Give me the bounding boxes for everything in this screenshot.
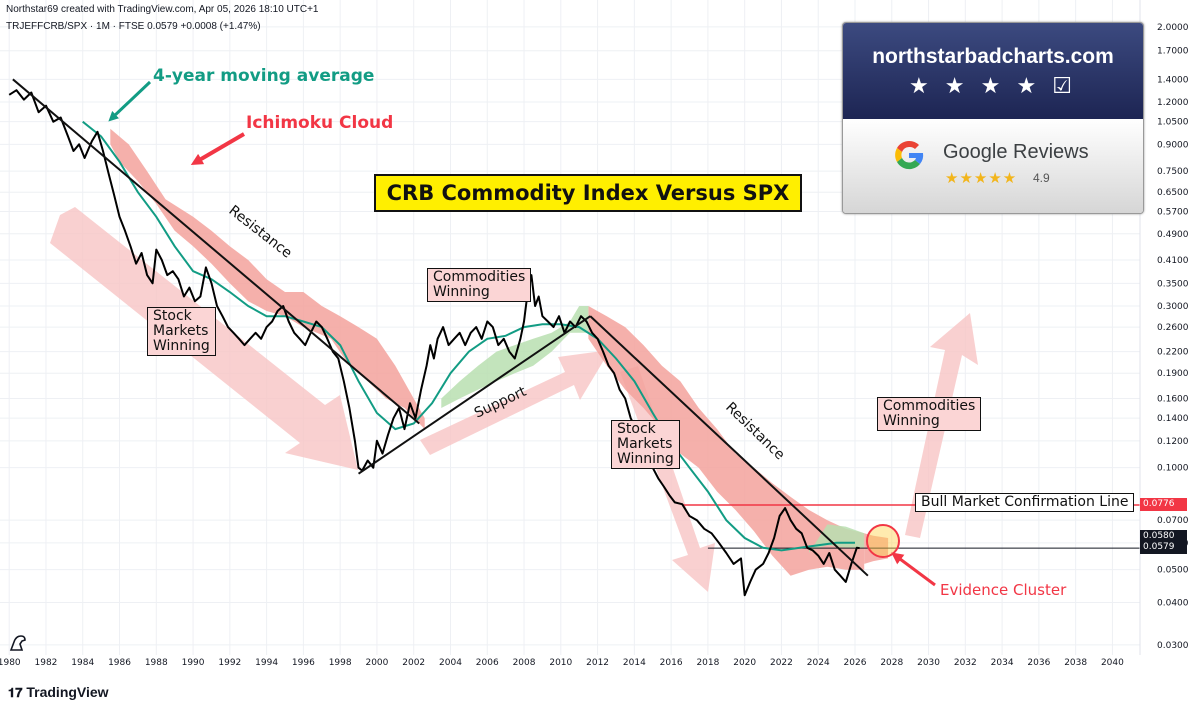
- x-tick-3: 1986: [108, 658, 131, 668]
- x-tick-9: 1998: [329, 658, 352, 668]
- y-tick-18: 0.1200: [1157, 437, 1189, 447]
- y-tick-22: 0.0500: [1157, 566, 1189, 576]
- y-tick-11: 0.3500: [1157, 279, 1189, 289]
- y-tick-12: 0.3000: [1157, 302, 1189, 312]
- y-tick-6: 0.7500: [1157, 167, 1189, 177]
- x-tick-6: 1992: [218, 658, 241, 668]
- badge-top: northstarbadcharts.com ★ ★ ★ ★ ☑: [843, 23, 1143, 119]
- x-tick-1: 1982: [35, 658, 58, 668]
- time-axis: 1980 1982 1984 1986 1988 1990 1992 1994 1996 1998…: [0, 658, 1124, 668]
- y-tick-10: 0.4100: [1157, 256, 1189, 266]
- y-tick-17: 0.1400: [1157, 414, 1189, 424]
- tradingview-logo[interactable]: 𝟏𝟕 TradingView: [8, 684, 109, 701]
- badge-bottom: Google Reviews ★★★★★ 4.9: [843, 119, 1143, 213]
- y-tick-9: 0.4900: [1157, 230, 1189, 240]
- moving-average-label: 4-year moving average: [153, 66, 375, 86]
- y-tick-7: 0.6500: [1157, 188, 1189, 198]
- x-tick-4: 1988: [145, 658, 168, 668]
- trendline-0: [12, 78, 420, 425]
- evidence-cluster-label: Evidence Cluster: [940, 581, 1067, 599]
- price-axis: 2.0000 1.7000 1.4000 1.2000 1.0500 0.9000 0.75…: [1157, 23, 1189, 651]
- chart-title: CRB Commodity Index Versus SPX: [374, 174, 802, 212]
- review-badge[interactable]: northstarbadcharts.com ★ ★ ★ ★ ☑ Google …: [842, 22, 1144, 214]
- y-tick-16: 0.1600: [1157, 395, 1189, 405]
- x-tick-19: 2018: [696, 658, 719, 668]
- y-tick-23: 0.0400: [1157, 599, 1189, 609]
- x-tick-11: 2002: [402, 658, 425, 668]
- x-tick-15: 2010: [549, 658, 572, 668]
- bull-line-label: Bull Market Confirmation Line: [915, 493, 1135, 512]
- series: [8, 89, 860, 597]
- x-tick-18: 2016: [660, 658, 683, 668]
- x-tick-2: 1984: [71, 658, 94, 668]
- tv-logo-icon: 𝟏𝟕: [8, 685, 23, 700]
- commodities-box-1: Commodities Winning: [427, 268, 532, 302]
- rating-value: 4.9: [1033, 171, 1050, 185]
- dino-icon[interactable]: [8, 632, 28, 652]
- ichimoku-label: Ichimoku Cloud: [246, 113, 394, 133]
- cloud-bull-1: [809, 524, 865, 553]
- author-line: Northstar69 created with TradingView.com…: [6, 4, 319, 15]
- x-tick-14: 2008: [513, 658, 536, 668]
- x-tick-26: 2032: [954, 658, 977, 668]
- commodities-box-2: Commodities Winning: [877, 397, 982, 431]
- trend-arrow-support: [420, 350, 610, 455]
- series-moving-average: [82, 120, 855, 552]
- x-tick-16: 2012: [586, 658, 609, 668]
- price-tag-upper: 0.0580: [1140, 530, 1187, 543]
- tv-logo-text: TradingView: [26, 684, 109, 700]
- y-tick-5: 0.9000: [1157, 140, 1189, 150]
- evidence-arrow: [891, 552, 936, 587]
- y-tick-8: 0.5700: [1157, 208, 1189, 218]
- x-tick-30: 2040: [1101, 658, 1124, 668]
- badge-site: northstarbadcharts.com: [872, 45, 1114, 68]
- google-reviews-label: Google Reviews: [943, 141, 1089, 163]
- x-tick-29: 2038: [1064, 658, 1087, 668]
- x-tick-10: 2000: [365, 658, 388, 668]
- x-tick-0: 1980: [0, 658, 21, 668]
- evidence-circle: [866, 524, 900, 558]
- x-tick-17: 2014: [623, 658, 646, 668]
- cloud-bear-0: [110, 128, 425, 430]
- y-tick-1: 1.7000: [1157, 47, 1189, 57]
- x-tick-13: 2006: [476, 658, 499, 668]
- rating-star-icons: ★★★★★: [945, 170, 1018, 187]
- y-tick-20: 0.0700: [1157, 516, 1189, 526]
- y-tick-24: 0.0300: [1157, 641, 1189, 651]
- badge-star-icons: ★ ★ ★ ★ ☑: [908, 73, 1078, 98]
- y-tick-0: 2.0000: [1157, 23, 1189, 33]
- x-tick-21: 2022: [770, 658, 793, 668]
- x-tick-12: 2004: [439, 658, 462, 668]
- x-tick-24: 2028: [880, 658, 903, 668]
- y-tick-2: 1.4000: [1157, 75, 1189, 85]
- price-tag-current: 0.0579: [1140, 541, 1187, 554]
- y-tick-14: 0.2200: [1157, 348, 1189, 358]
- x-tick-22: 2024: [807, 658, 830, 668]
- y-tick-3: 1.2000: [1157, 98, 1189, 108]
- trendline-2: [589, 315, 869, 577]
- x-tick-27: 2034: [991, 658, 1014, 668]
- x-tick-25: 2030: [917, 658, 940, 668]
- x-tick-23: 2026: [844, 658, 867, 668]
- moving-average-arrow: [108, 80, 152, 122]
- symbol-line: TRJEFFCRB/SPX · 1M · FTSE 0.0579 +0.0008…: [6, 21, 261, 32]
- google-logo-icon: [895, 140, 924, 170]
- x-tick-5: 1990: [182, 658, 205, 668]
- stock-markets-box-2: Stock Markets Winning: [611, 420, 680, 469]
- trendlines: [12, 78, 869, 577]
- y-tick-15: 0.1900: [1157, 369, 1189, 379]
- x-tick-28: 2036: [1027, 658, 1050, 668]
- y-tick-4: 1.0500: [1157, 118, 1189, 128]
- x-tick-20: 2020: [733, 658, 756, 668]
- price-tag-bull: 0.0776: [1140, 498, 1187, 511]
- x-tick-8: 1996: [292, 658, 315, 668]
- y-tick-13: 0.2600: [1157, 323, 1189, 333]
- trendline-1: [357, 315, 591, 475]
- ichimoku-arrow: [190, 132, 246, 166]
- y-tick-19: 0.1000: [1157, 464, 1189, 474]
- stock-markets-box-1: Stock Markets Winning: [147, 307, 216, 356]
- x-tick-7: 1994: [255, 658, 278, 668]
- series-ratio: [8, 89, 860, 597]
